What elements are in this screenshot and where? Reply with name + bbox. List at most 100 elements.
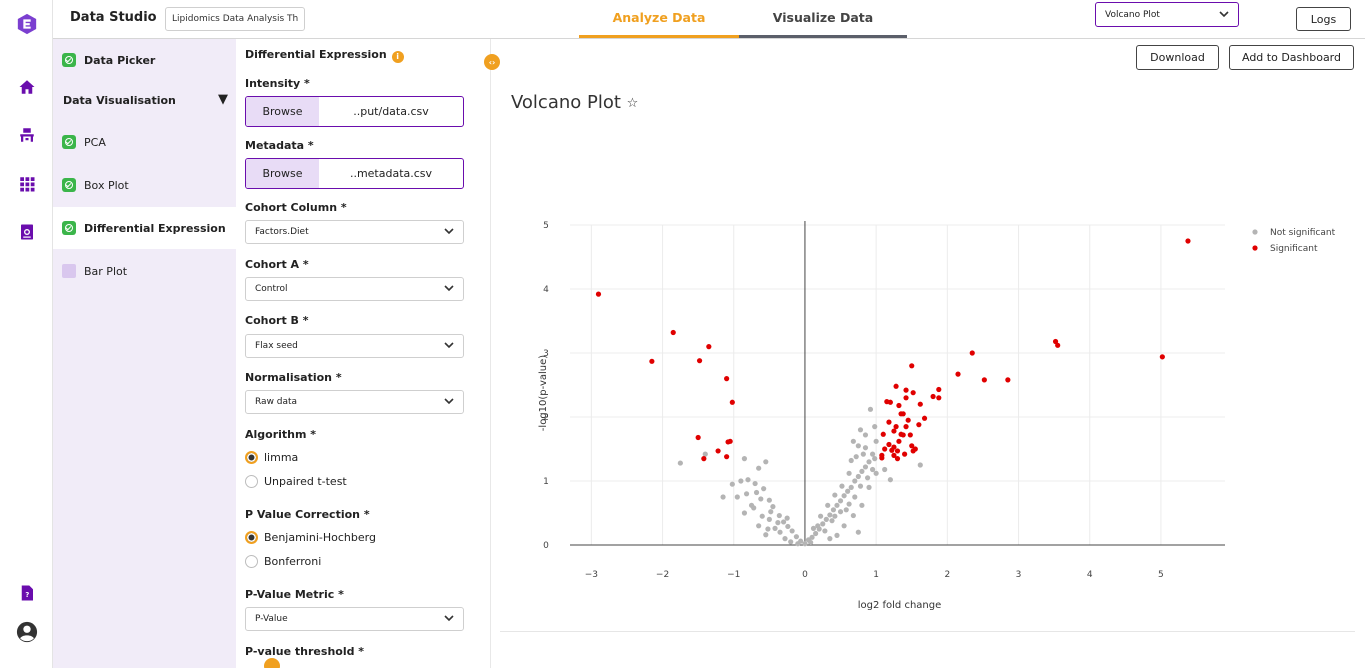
significant-point	[905, 417, 911, 423]
view-select-value: Volcano Plot	[1105, 9, 1160, 20]
normalisation-label: Normalisation *	[245, 371, 342, 384]
not-significant-point	[756, 523, 762, 529]
not-significant-point	[845, 488, 851, 494]
step-label: PCA	[84, 135, 106, 149]
not-significant-point	[869, 451, 876, 457]
step-label: Data Picker	[84, 53, 156, 67]
logo-icon[interactable]	[15, 12, 39, 36]
metadata-browse-button[interactable]: Browse	[246, 159, 319, 188]
normalisation-value: Raw data	[255, 397, 298, 407]
not-significant-point	[780, 519, 787, 525]
significant-point	[1005, 377, 1011, 383]
radio-benjamini-hochberg[interactable]: Benjamini-Hochberg	[245, 531, 376, 544]
radio-unselected-icon	[245, 475, 258, 488]
legend-entry[interactable]: Significant	[1270, 244, 1318, 254]
radio-bonferroni[interactable]: Bonferroni	[245, 555, 321, 568]
intensity-file-field[interactable]: Browse ..put/data.csv	[245, 96, 464, 127]
project-name-input[interactable]	[165, 7, 305, 31]
significant-point	[955, 371, 961, 377]
not-significant-point	[834, 502, 840, 508]
tab-visualize-data[interactable]: Visualize Data	[739, 0, 907, 38]
not-significant-point	[759, 513, 765, 519]
chevron-down-icon	[444, 342, 454, 349]
view-select[interactable]: Volcano Plot	[1095, 2, 1239, 27]
chevron-down-icon	[444, 285, 454, 292]
normalisation-select[interactable]: Raw data	[245, 390, 464, 414]
logs-button[interactable]: Logs	[1296, 7, 1351, 31]
download-button[interactable]: Download	[1136, 45, 1219, 70]
not-significant-point	[841, 523, 847, 529]
home-icon[interactable]	[17, 77, 37, 97]
report-icon[interactable]	[17, 222, 37, 242]
not-significant-point	[859, 468, 865, 474]
intensity-browse-button[interactable]: Browse	[246, 97, 319, 126]
not-significant-point	[758, 496, 764, 502]
cohort-a-label: Cohort A *	[245, 258, 309, 271]
step-differential-expression[interactable]: Differential Expression	[53, 207, 236, 249]
cohort-b-select[interactable]: Flax seed	[245, 334, 464, 358]
metadata-file-field[interactable]: Browse ..metadata.csv	[245, 158, 464, 189]
significant-point	[706, 344, 712, 350]
step-box-plot[interactable]: Box Plot	[53, 164, 236, 206]
help-doc-icon[interactable]: ?	[17, 583, 37, 603]
not-significant-point	[857, 483, 864, 489]
star-icon[interactable]: ☆	[626, 96, 639, 111]
not-significant-point	[768, 509, 774, 515]
not-significant-point	[818, 513, 824, 519]
not-significant-point	[775, 520, 781, 526]
not-significant-point	[677, 460, 683, 466]
not-significant-point	[873, 470, 879, 476]
cohort-a-select[interactable]: Control	[245, 277, 464, 301]
y-tick-label: 0	[543, 541, 549, 551]
step-data-picker[interactable]: Data Picker	[53, 39, 236, 81]
step-bar-plot[interactable]: Bar Plot	[53, 250, 236, 292]
radio-limma[interactable]: limma	[245, 451, 298, 464]
step-label: Box Plot	[84, 178, 129, 192]
significant-point	[910, 390, 916, 396]
legend-entry[interactable]: Not significant	[1270, 228, 1336, 238]
not-significant-point	[855, 473, 861, 480]
significant-point	[724, 454, 730, 460]
pvalue-metric-select[interactable]: P-Value	[245, 607, 464, 631]
radio-unpaired-t-test[interactable]: Unpaired t-test	[245, 475, 347, 488]
not-significant-point	[834, 532, 840, 538]
significant-point	[695, 434, 701, 441]
significant-point	[649, 358, 655, 364]
grid-icon[interactable]	[17, 174, 37, 194]
x-tick-label: 2	[944, 570, 950, 580]
not-significant-point	[852, 478, 858, 484]
not-significant-point	[882, 466, 888, 473]
form-title-text: Differential Expression	[245, 48, 387, 61]
pvalue-threshold-label: P-value threshold *	[245, 645, 365, 658]
cohort-b-value: Flax seed	[255, 341, 298, 351]
not-significant-point	[853, 454, 859, 460]
radio-label: Benjamini-Hochberg	[264, 531, 376, 544]
group-data-visualisation[interactable]: Data Visualisation ▼	[63, 92, 228, 107]
not-significant-point	[763, 532, 769, 538]
info-icon[interactable]: i	[391, 51, 404, 63]
not-significant-point	[872, 456, 878, 462]
pvalue-metric-value: P-Value	[255, 614, 288, 624]
add-to-dashboard-button[interactable]: Add to Dashboard	[1229, 45, 1354, 70]
not-significant-point	[850, 512, 856, 519]
check-icon	[62, 53, 76, 67]
left-rail: ?	[0, 0, 53, 668]
step-pca[interactable]: PCA	[53, 121, 236, 163]
pvalue-threshold-slider-knob[interactable]	[264, 658, 280, 668]
significant-point	[916, 422, 922, 428]
significant-point	[882, 446, 888, 452]
pipeline-icon[interactable]	[17, 125, 37, 145]
not-significant-point	[748, 502, 755, 508]
significant-point	[1052, 338, 1059, 345]
not-significant-point	[852, 494, 858, 500]
significant-point	[727, 438, 733, 444]
plot-title-text: Volcano Plot	[511, 92, 621, 113]
tab-analyze-data[interactable]: Analyze Data	[579, 0, 739, 38]
user-icon[interactable]	[15, 620, 39, 644]
not-significant-point	[766, 497, 772, 503]
not-significant-point	[867, 406, 874, 412]
cohort-column-select[interactable]: Factors.Diet	[245, 220, 464, 244]
radio-unselected-icon	[245, 555, 258, 568]
x-tick-label: −2	[656, 570, 669, 580]
collapse-panel-icon[interactable]: ‹›	[484, 54, 500, 70]
